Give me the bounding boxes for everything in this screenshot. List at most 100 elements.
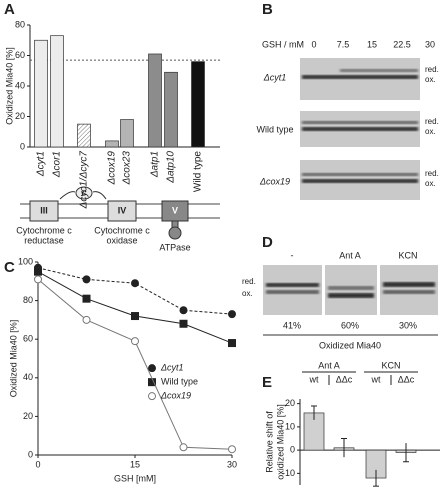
y-axis-label: Oxidized Mia40 [%] [4,47,14,125]
column-label: 22.5 [393,39,411,49]
marker [179,306,188,315]
row-label: Wild type [256,124,293,134]
y-tick-label: 0 [28,449,33,459]
panel-letter: E [262,374,272,391]
bar [77,123,91,148]
band-label: ox. [425,75,436,84]
marker [34,267,42,276]
column-label: 15 [367,39,377,49]
legend-label: Δcox19 [160,391,191,401]
blot-header: GSH / mM [262,39,304,49]
row-label: Δcox19 [259,176,290,186]
y-tick-label: 20 [15,111,25,121]
band-label: ox. [425,127,436,136]
y-tick-label: 40 [15,80,25,90]
band-label: ox. [242,289,253,298]
y-axis-label: Relative shift of [264,411,274,473]
legend-label: Δcyt1 [160,363,184,373]
column-label: KCN [398,250,417,260]
y-tick-label: 10 [285,421,295,431]
band-label: red. [242,277,256,286]
blot-d: - Ant A KCN red. ox. 41% 60% 30% Oxidize… [242,250,438,350]
bar [34,39,48,148]
blot-b: GSH / mM 0 7.5 15 22.5 30 Δcyt1 Wild typ… [256,39,439,200]
complex-name: ATPase [159,242,190,252]
panel-letter: A [4,1,15,18]
marker [131,337,139,346]
complex-label: V [172,205,178,215]
marker [34,275,42,284]
bar [120,119,134,148]
y-tick-label: 20 [23,411,33,421]
marker [179,443,188,452]
x-tick-label: Δcyt1 [36,151,47,177]
blot-bands [302,69,418,183]
x-tick-label: 30 [227,459,237,469]
band-label: red. [425,65,439,74]
y-tick-label: -10 [282,468,295,478]
x-tick-label: wt [309,374,319,384]
bar [148,53,162,148]
complex-name: reductase [24,235,64,245]
marker [82,294,91,303]
blot-bands [266,282,435,298]
x-tick-label: Δatp1 [150,151,161,178]
marker [82,315,91,324]
group-label: KCN [381,360,400,370]
y-axis-label: oxidized Mia40 [%] [275,404,285,480]
x-tick-label: Δcox19 [107,151,118,186]
complex-name: oxidase [106,235,137,245]
marker [82,275,91,284]
y-tick-label: 60 [15,50,25,60]
column-label: Ant A [339,250,361,260]
x-tick-label: 15 [130,459,140,469]
x-tick-label: Δcyc1/Δcyc7 [79,151,90,210]
percentage: 60% [341,320,359,330]
row-label: Δcyt1 [263,72,287,82]
x-tick-label: wt [371,374,381,384]
y-tick-label: 0 [20,141,25,151]
column-label: 0 [311,39,316,49]
y-tick-label: 80 [23,295,33,305]
x-tick-label: Wild type [193,151,204,193]
y-tick-label: 40 [23,372,33,382]
marker [228,339,236,348]
x-tick-label: Δcor1 [52,151,63,178]
complex-name: Cytochrome c [94,225,150,235]
legend-marker [148,392,156,401]
series-line [37,267,233,315]
y-tick-label: 0 [290,445,295,455]
y-tick-label: 100 [18,256,33,266]
marker [228,310,236,319]
bar [50,35,64,148]
series-line [37,278,233,450]
bar [164,71,178,148]
x-tick-label: 0 [35,459,40,469]
panel-letter: D [262,234,273,251]
y-tick-label: 20 [285,398,295,408]
legend-label: Wild type [161,377,198,387]
x-tick-label: Δcox23 [122,151,133,186]
bar [105,140,119,148]
x-tick-label: ΔΔc [398,374,415,384]
group-label: Ant A [318,360,340,370]
respiratory-chain-diagram: III IV V c Cytochrome c reductase Cytoch… [16,186,220,252]
carrier-label: c [81,187,86,197]
y-tick-label: 80 [15,19,25,29]
column-label: 7.5 [337,39,350,49]
y-axis-label: Oxidized Mia40 [%] [8,320,18,398]
panel-letter: B [262,1,273,18]
marker [131,312,139,321]
x-axis-label: GSH [mM] [114,473,156,483]
band-label: ox. [425,179,436,188]
y-tick-label: 60 [23,334,33,344]
complex-label: IV [118,205,127,215]
band-label: red. [425,117,439,126]
complex-label: III [40,205,48,215]
x-tick-label: ΔΔc [336,374,353,384]
percentage: 30% [399,320,417,330]
percentage: 41% [283,320,301,330]
marker [179,319,188,328]
column-label: 30 [425,39,435,49]
